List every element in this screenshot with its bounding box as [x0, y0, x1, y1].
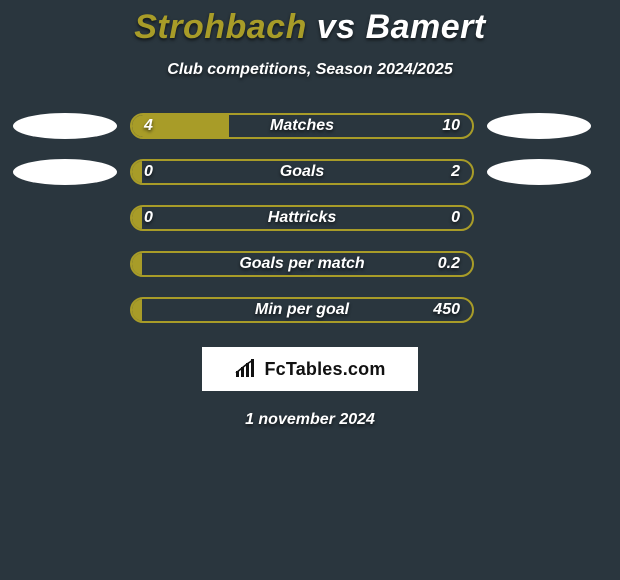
left-avatar-slot — [0, 251, 130, 277]
left-avatar-slot — [0, 113, 130, 139]
stat-bar-fill — [132, 299, 142, 321]
right-avatar-slot — [474, 159, 604, 185]
right-avatar-slot — [474, 113, 604, 139]
stat-value-right: 450 — [433, 301, 460, 319]
stat-value-right: 10 — [442, 117, 460, 135]
stat-value-left: 0 — [144, 209, 153, 227]
comparison-row: 0 Hattricks 0 — [0, 205, 620, 231]
comparison-row: Min per goal 450 — [0, 297, 620, 323]
stat-bar: 0 Goals 2 — [130, 159, 474, 185]
comparison-row: 0 Goals 2 — [0, 159, 620, 185]
player-avatar-left — [13, 113, 117, 139]
stat-label: Min per goal — [255, 301, 349, 319]
right-avatar-slot — [474, 297, 604, 323]
stat-bar: 4 Matches 10 — [130, 113, 474, 139]
stat-value-right: 0 — [451, 209, 460, 227]
subtitle: Club competitions, Season 2024/2025 — [0, 61, 620, 79]
stat-bar-fill — [132, 253, 142, 275]
stat-label: Goals — [280, 163, 324, 181]
left-avatar-slot — [0, 159, 130, 185]
brand-badge: FcTables.com — [202, 347, 418, 391]
stat-bar: 0 Hattricks 0 — [130, 205, 474, 231]
stat-bar: Min per goal 450 — [130, 297, 474, 323]
player-avatar-left — [13, 159, 117, 185]
left-avatar-slot — [0, 297, 130, 323]
title-vs: vs — [307, 8, 366, 46]
stat-bar: Goals per match 0.2 — [130, 251, 474, 277]
page-title: Strohbach vs Bamert — [0, 0, 620, 47]
stat-label: Goals per match — [239, 255, 364, 273]
stat-value-left: 4 — [144, 117, 153, 135]
comparison-row: Goals per match 0.2 — [0, 251, 620, 277]
right-avatar-slot — [474, 251, 604, 277]
stat-value-right: 0.2 — [438, 255, 460, 273]
stat-label: Hattricks — [268, 209, 336, 227]
stat-bar-fill — [132, 161, 142, 183]
right-avatar-slot — [474, 205, 604, 231]
date-text: 1 november 2024 — [0, 411, 620, 429]
stat-value-left: 0 — [144, 163, 153, 181]
title-left: Strohbach — [134, 8, 307, 46]
comparison-rows: 4 Matches 10 0 Goals 2 0 Hattricks 0 Goals per ma… — [0, 113, 620, 323]
comparison-row: 4 Matches 10 — [0, 113, 620, 139]
title-right: Bamert — [366, 8, 486, 46]
brand-text: FcTables.com — [264, 359, 385, 380]
player-avatar-right — [487, 159, 591, 185]
chart-icon — [234, 359, 258, 379]
left-avatar-slot — [0, 205, 130, 231]
stat-label: Matches — [270, 117, 334, 135]
stat-value-right: 2 — [451, 163, 460, 181]
stat-bar-fill — [132, 207, 142, 229]
player-avatar-right — [487, 113, 591, 139]
